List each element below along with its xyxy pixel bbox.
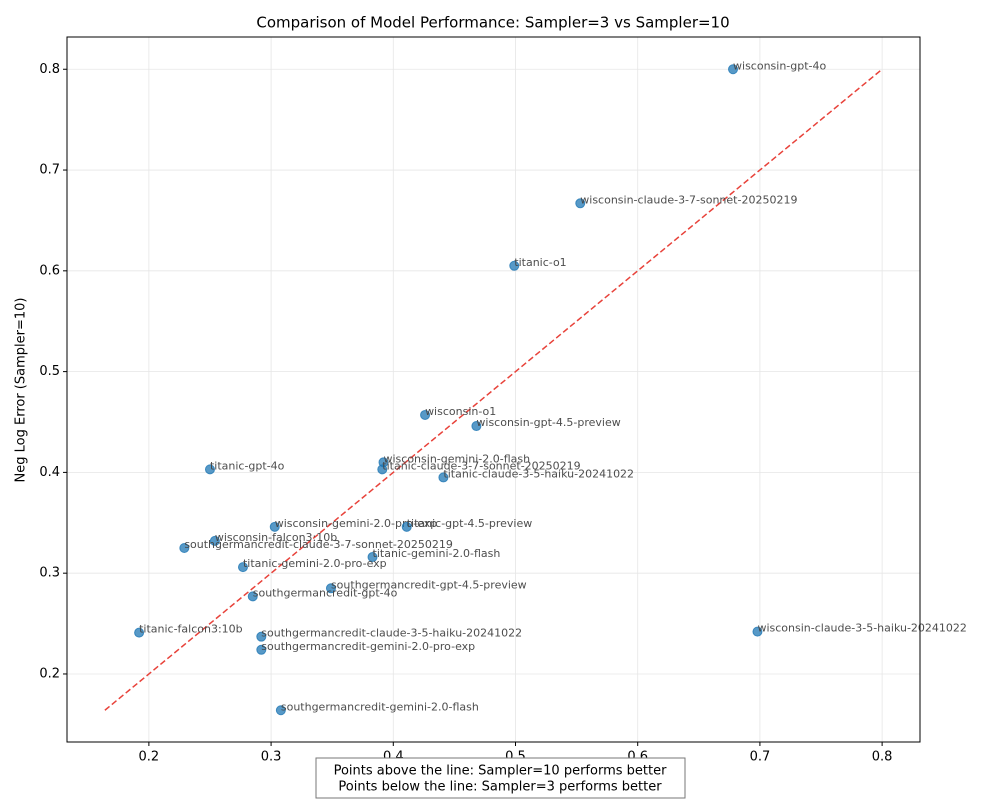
point-label: wisconsin-gemini-2.0-pro-exp bbox=[275, 517, 437, 530]
point bbox=[256, 644, 267, 655]
point-label: titanic-gemini-2.0-pro-exp bbox=[243, 557, 387, 570]
point bbox=[204, 464, 215, 475]
x-tick-label: 0.7 bbox=[750, 750, 771, 765]
point-label: wisconsin-gpt-4.5-preview bbox=[476, 416, 620, 429]
y-tick-label: 0.4 bbox=[39, 465, 60, 480]
y-tick-label: 0.5 bbox=[39, 364, 60, 379]
point bbox=[509, 260, 520, 271]
point bbox=[325, 583, 336, 594]
point-label: southgermancredit-claude-3-7-sonnet-2025… bbox=[184, 538, 453, 551]
point bbox=[209, 535, 220, 546]
plot-frame bbox=[66, 36, 921, 743]
point-label: titanic-claude-3-5-haiku-20241022 bbox=[443, 467, 634, 480]
point bbox=[420, 409, 431, 420]
point-label: wisconsin-claude-3-7-sonnet-20250219 bbox=[580, 193, 797, 206]
point-label: southgermancredit-gemini-2.0-flash bbox=[281, 700, 479, 713]
point bbox=[367, 552, 378, 563]
reference-line bbox=[104, 68, 883, 711]
y-tick-label: 0.3 bbox=[39, 566, 60, 581]
point bbox=[575, 198, 586, 209]
point-label: southgermancredit-gemini-2.0-pro-exp bbox=[261, 640, 475, 653]
annotation-text: Points below the line: Sampler=3 perform… bbox=[338, 780, 662, 795]
point bbox=[438, 472, 449, 483]
point bbox=[275, 705, 286, 716]
point-label: southgermancredit-gpt-4.5-preview bbox=[331, 578, 527, 591]
point bbox=[256, 631, 267, 642]
point-label: wisconsin-falcon3:10b bbox=[215, 531, 337, 544]
y-axis-label: Neg Log Error (Sampler=10) bbox=[14, 298, 29, 483]
point-label: titanic-gemini-2.0-flash bbox=[373, 547, 501, 560]
point bbox=[237, 562, 248, 573]
annotation-text: Points above the line: Sampler=10 perfor… bbox=[334, 764, 668, 779]
point-label: wisconsin-o1 bbox=[425, 405, 496, 418]
point-label: southgermancredit-gpt-4o bbox=[253, 586, 398, 599]
point-label: wisconsin-gemini-2.0-flash bbox=[384, 452, 531, 465]
point-label: titanic-falcon3:10b bbox=[139, 623, 243, 636]
point bbox=[269, 521, 280, 532]
y-tick-label: 0.6 bbox=[39, 263, 60, 278]
y-tick-label: 0.8 bbox=[39, 62, 60, 77]
point bbox=[179, 542, 190, 553]
point bbox=[377, 464, 388, 475]
annotation-box bbox=[315, 757, 686, 799]
point-label: southgermancredit-claude-3-5-haiku-20241… bbox=[261, 627, 522, 640]
point-label: titanic-claude-3-7-sonnet-20250219 bbox=[382, 459, 580, 472]
point-label: titanic-o1 bbox=[514, 256, 566, 269]
point bbox=[752, 626, 763, 637]
point-label: titanic-gpt-4o bbox=[210, 459, 285, 472]
x-tick-label: 0.3 bbox=[261, 750, 282, 765]
point-label: wisconsin-claude-3-5-haiku-20241022 bbox=[757, 622, 966, 635]
point bbox=[471, 421, 482, 432]
x-tick-label: 0.8 bbox=[872, 750, 893, 765]
x-tick-label: 0.2 bbox=[139, 750, 160, 765]
y-tick-label: 0.2 bbox=[39, 666, 60, 681]
point bbox=[401, 521, 412, 532]
point bbox=[134, 627, 145, 638]
y-tick-label: 0.7 bbox=[39, 163, 60, 178]
chart-title: Comparison of Model Performance: Sampler… bbox=[256, 14, 729, 32]
point-label: titanic-gpt-4.5-preview bbox=[407, 517, 533, 530]
point bbox=[728, 64, 739, 75]
point bbox=[247, 591, 258, 602]
point-label: wisconsin-gpt-4o bbox=[733, 59, 827, 72]
